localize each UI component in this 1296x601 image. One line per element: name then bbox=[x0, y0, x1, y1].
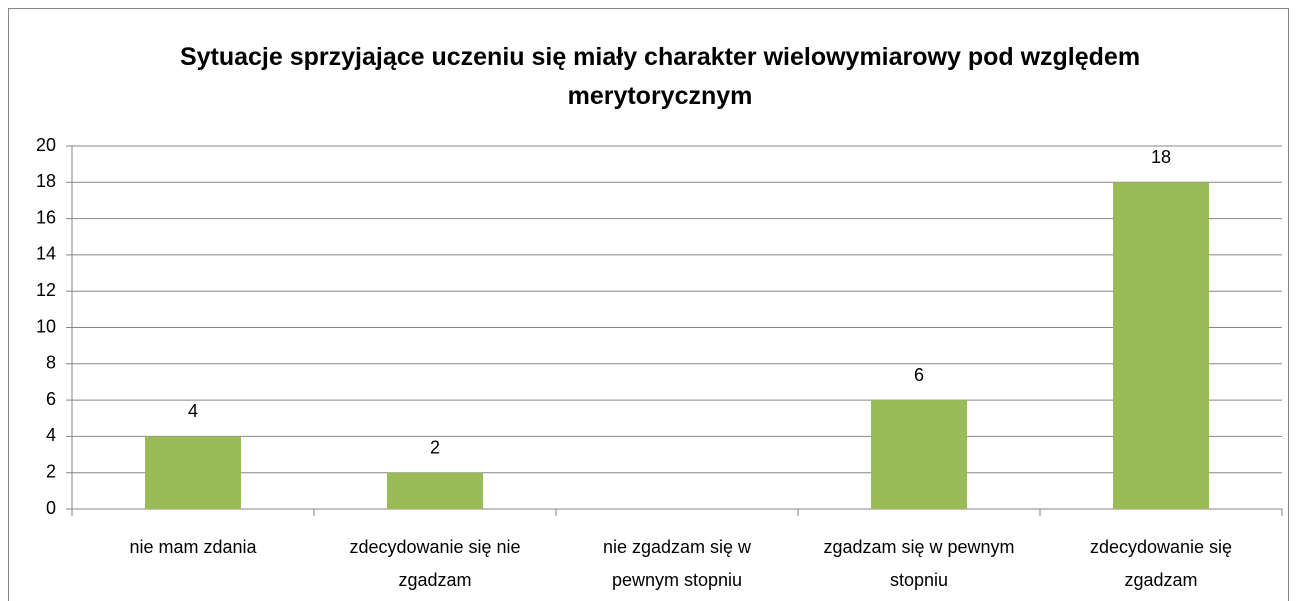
y-tick-label: 16 bbox=[36, 207, 56, 227]
y-tick-label: 18 bbox=[36, 171, 56, 191]
y-tick-label: 20 bbox=[36, 135, 56, 155]
data-label: 2 bbox=[430, 437, 440, 457]
y-tick-label: 4 bbox=[46, 425, 56, 445]
x-tick-label: zdecydowanie się zgadzam bbox=[1089, 537, 1233, 590]
bar bbox=[387, 472, 483, 509]
y-tick-label: 2 bbox=[46, 461, 56, 481]
data-label: 4 bbox=[188, 401, 198, 421]
x-tick-label: zdecydowanie się nie zgadzam bbox=[349, 537, 521, 590]
data-label: 6 bbox=[914, 365, 924, 385]
data-label: 18 bbox=[1151, 147, 1171, 167]
x-tick-label: zgadzam się w pewnym stopniu bbox=[823, 537, 1015, 590]
bar bbox=[871, 400, 967, 509]
bar bbox=[1113, 182, 1209, 510]
y-tick-label: 12 bbox=[36, 280, 56, 300]
y-tick-label: 0 bbox=[46, 498, 56, 518]
y-tick-label: 8 bbox=[46, 353, 56, 373]
y-tick-label: 6 bbox=[46, 389, 56, 409]
x-tick-label: nie zgadzam się w pewnym stopniu bbox=[602, 537, 752, 590]
chart-title: Sytuacje sprzyjające uczeniu się miały c… bbox=[179, 43, 1141, 110]
y-tick-label: 14 bbox=[36, 244, 56, 264]
x-tick-label: nie mam zdania bbox=[129, 537, 257, 557]
bar bbox=[145, 436, 241, 509]
chart-frame bbox=[8, 8, 1289, 601]
y-tick-label: 10 bbox=[36, 316, 56, 336]
